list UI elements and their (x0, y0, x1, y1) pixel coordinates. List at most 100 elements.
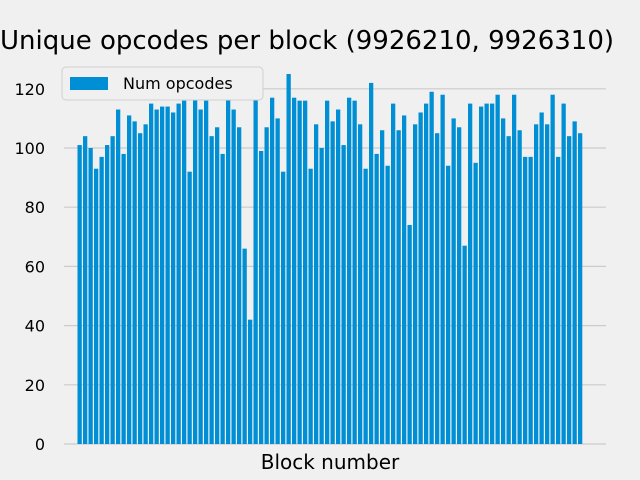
bar-59 (402, 115, 407, 444)
bar-85 (545, 124, 550, 444)
bar-30 (242, 248, 247, 444)
bar-90 (572, 121, 577, 445)
bar-83 (534, 124, 539, 444)
bar-51 (358, 124, 363, 444)
bar-64 (429, 91, 434, 444)
bar-27 (226, 91, 231, 444)
y-tick-label: 120 (14, 80, 45, 99)
bar-61 (413, 124, 418, 444)
bar-7 (116, 109, 121, 445)
bar-88 (561, 103, 566, 444)
bar-58 (396, 130, 401, 445)
y-tick-label: 0 (35, 435, 45, 454)
bar-65 (435, 133, 440, 444)
bar-35 (270, 97, 275, 445)
bar-12 (143, 124, 148, 444)
bar-37 (281, 171, 286, 444)
bar-41 (303, 100, 308, 444)
bar-86 (550, 94, 555, 444)
y-tick-label: 20 (25, 376, 45, 395)
bar-33 (259, 150, 264, 444)
bar-89 (567, 136, 572, 444)
bar-91 (578, 133, 583, 444)
bar-28 (231, 109, 236, 445)
bar-11 (138, 133, 143, 444)
legend: Num opcodes (61, 66, 264, 101)
bar-38 (286, 74, 291, 444)
bar-60 (407, 224, 412, 444)
bar-63 (424, 103, 429, 444)
bar-78 (506, 136, 511, 444)
bar-17 (171, 112, 176, 444)
bar-66 (440, 94, 445, 444)
bar-46 (330, 121, 335, 445)
bar-44 (319, 148, 324, 444)
bar-34 (264, 127, 269, 444)
bar-39 (292, 97, 297, 445)
bar-68 (451, 118, 456, 445)
y-tick-label: 60 (25, 257, 45, 276)
chart-title: Unique opcodes per block (9926210, 99263… (0, 26, 614, 56)
bar-24 (209, 136, 214, 444)
bar-53 (369, 82, 374, 444)
bar-4 (99, 156, 104, 444)
bar-10 (132, 121, 137, 445)
bar-57 (391, 103, 396, 444)
bar-56 (385, 165, 390, 444)
bar-18 (176, 103, 181, 444)
bar-69 (457, 127, 462, 444)
bar-19 (182, 100, 187, 444)
bar-40 (297, 100, 302, 444)
bar-76 (495, 94, 500, 444)
y-tick-label: 100 (14, 139, 45, 158)
bar-54 (374, 153, 379, 445)
bar-77 (501, 118, 506, 445)
bar-29 (237, 127, 242, 444)
bar-2 (88, 148, 93, 444)
bar-32 (253, 85, 258, 444)
bar-13 (149, 103, 154, 444)
bars (77, 74, 583, 445)
bar-49 (347, 97, 352, 445)
bar-72 (473, 162, 478, 445)
bar-79 (512, 94, 517, 444)
x-axis-label: Block number (261, 450, 400, 474)
bar-67 (446, 165, 451, 444)
legend-label-num-opcodes: Num opcodes (123, 74, 233, 93)
bar-16 (165, 106, 170, 444)
bar-21 (193, 97, 198, 445)
bar-31 (248, 319, 253, 444)
bar-23 (204, 100, 209, 444)
bar-48 (341, 145, 346, 445)
bar-5 (105, 145, 110, 445)
bar-9 (127, 115, 132, 444)
bar-80 (517, 130, 522, 445)
bar-14 (154, 109, 159, 445)
bar-20 (187, 171, 192, 444)
bar-87 (556, 156, 561, 444)
bar-47 (336, 109, 341, 445)
bar-62 (418, 112, 423, 444)
bar-43 (314, 124, 319, 444)
bar-1 (83, 136, 88, 444)
bar-55 (380, 130, 385, 445)
bar-42 (308, 168, 313, 444)
bar-81 (523, 156, 528, 444)
bar-82 (528, 156, 533, 444)
legend-box (61, 66, 264, 101)
bar-15 (160, 106, 165, 444)
bar-22 (198, 109, 203, 445)
bar-6 (110, 136, 115, 444)
bar-45 (325, 100, 330, 444)
bar-36 (275, 118, 280, 445)
y-tick-label: 80 (25, 198, 45, 217)
bar-71 (468, 103, 473, 444)
y-tick-label: 40 (25, 317, 45, 336)
bar-70 (462, 245, 467, 444)
bar-3 (94, 168, 99, 444)
bar-73 (479, 106, 484, 444)
y-tick-labels: 0 20 40 60 80 100 120 (14, 80, 45, 454)
bar-84 (539, 112, 544, 444)
bar-8 (121, 153, 126, 445)
